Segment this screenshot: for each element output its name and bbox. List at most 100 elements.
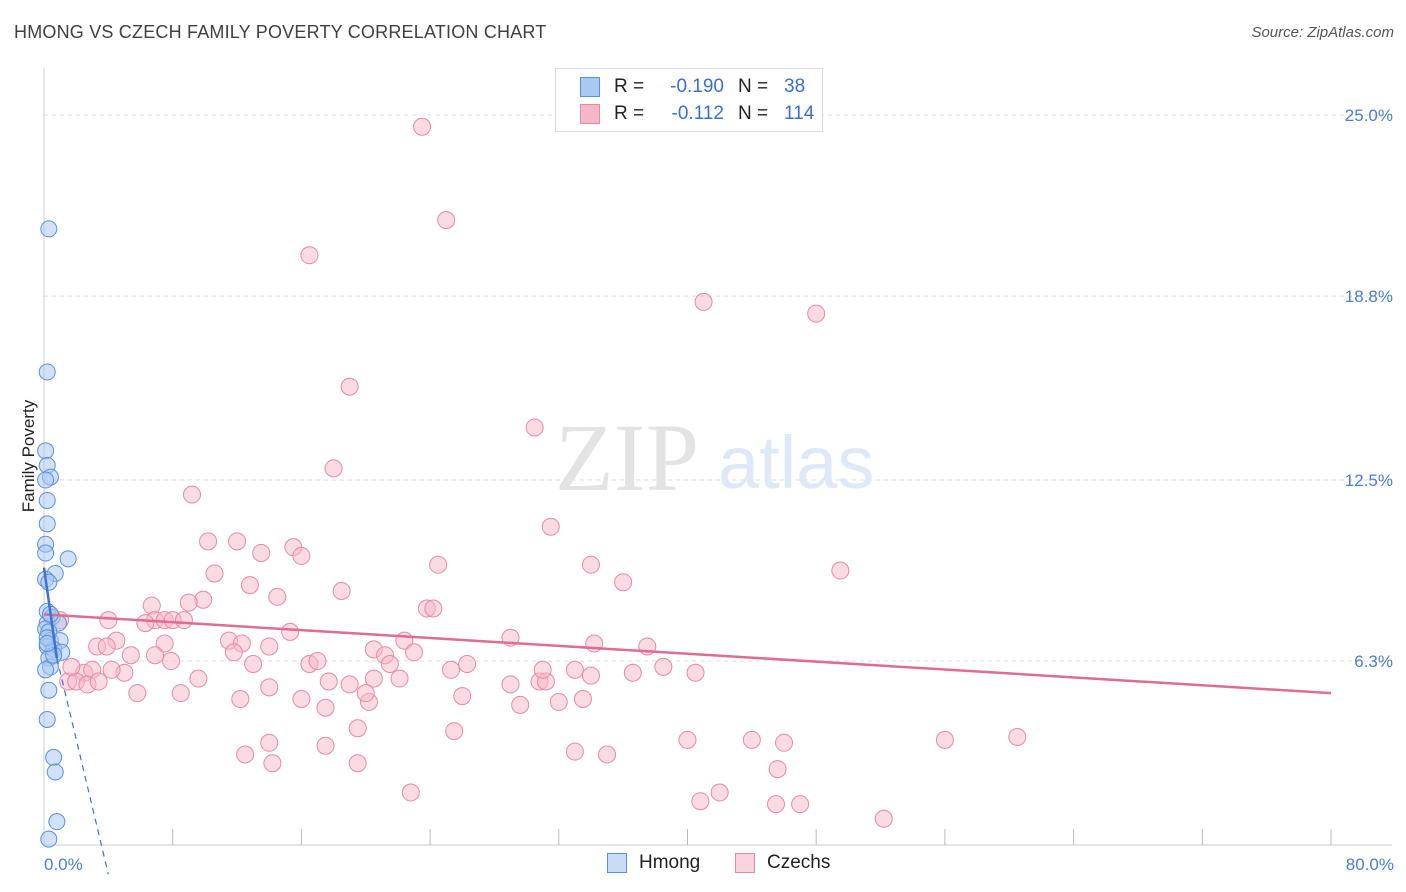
legend-r-label: R = xyxy=(614,76,645,97)
czech-point xyxy=(348,754,367,773)
czech-point xyxy=(614,573,633,592)
czech-point xyxy=(236,745,255,764)
czech-point xyxy=(263,754,282,773)
czech-point xyxy=(511,695,530,714)
y-tick-labels: 6.3% 12.5% 18.8% 25.0% xyxy=(1345,106,1393,671)
hmong-point xyxy=(38,363,56,381)
hmong-points xyxy=(37,220,77,848)
czech-point xyxy=(121,646,140,665)
czech-points xyxy=(51,117,1027,828)
czech-point xyxy=(252,544,271,563)
hmong-point xyxy=(38,710,56,728)
x-tick-label-max: 80.0% xyxy=(1346,855,1394,874)
czech-point xyxy=(99,611,118,630)
czech-point xyxy=(268,587,287,606)
czech-point xyxy=(194,590,213,609)
czech-point xyxy=(401,783,420,802)
watermark-atlas: atlas xyxy=(718,421,874,504)
hmong-point xyxy=(37,544,55,562)
hmong-point xyxy=(40,681,58,699)
czech-point xyxy=(162,652,181,671)
czech-point xyxy=(533,660,552,679)
legend-swatch-hmong xyxy=(580,77,600,97)
bottom-legend-czechs: Czechs xyxy=(735,852,830,874)
czech-point xyxy=(390,669,409,688)
hmong-point xyxy=(40,830,58,848)
czech-point xyxy=(231,690,250,709)
czech-point xyxy=(281,622,300,641)
legend-row-czechs: R = -0.112 N = 114 xyxy=(556,101,814,127)
czech-point xyxy=(324,459,343,478)
bottom-legend-swatch-hmong xyxy=(607,853,627,873)
czech-point xyxy=(766,795,785,814)
czech-point xyxy=(935,730,954,749)
czech-point xyxy=(308,652,327,671)
hmong-point xyxy=(40,220,58,238)
hmong-point xyxy=(38,515,56,533)
grid-lines xyxy=(44,114,1392,662)
czech-point xyxy=(348,719,367,738)
chart-title: HMONG VS CZECH FAMILY POVERTY CORRELATIO… xyxy=(14,22,547,42)
czech-point xyxy=(205,564,224,583)
czech-point xyxy=(183,485,202,504)
czech-point xyxy=(319,672,338,691)
czech-point xyxy=(332,581,351,600)
czech-point xyxy=(691,792,710,811)
czech-point xyxy=(424,599,443,618)
legend-n-label: N = xyxy=(738,103,769,124)
czech-point xyxy=(581,555,600,574)
czech-point xyxy=(742,730,761,749)
czech-point xyxy=(541,517,560,536)
czech-point xyxy=(573,690,592,709)
czech-point xyxy=(292,690,311,709)
czech-point xyxy=(768,760,787,779)
legend-n-label: N = xyxy=(738,76,769,97)
legend-swatch-czechs xyxy=(580,104,600,124)
legend-n-value: 38 xyxy=(784,76,806,97)
hmong-point xyxy=(37,661,55,679)
watermark: ZIP atlas xyxy=(555,404,874,511)
czech-point xyxy=(413,117,432,136)
y-tick-label: 25.0% xyxy=(1345,106,1393,125)
hmong-point xyxy=(59,550,77,568)
hmong-trendline xyxy=(42,567,59,659)
czech-point xyxy=(501,675,520,694)
czech-point xyxy=(292,546,311,565)
bottom-legend-hmong: Hmong xyxy=(607,852,700,874)
czech-point xyxy=(791,795,810,814)
czech-point xyxy=(364,669,383,688)
hmong-point xyxy=(37,442,55,460)
czech-point xyxy=(831,561,850,580)
czech-point xyxy=(171,684,190,703)
czech-trendline xyxy=(43,613,1332,695)
bottom-legend-label-czechs: Czechs xyxy=(767,852,831,873)
czech-point xyxy=(598,745,617,764)
watermark-zip: ZIP xyxy=(555,404,699,511)
czech-point xyxy=(458,654,477,673)
legend-r-label: R = xyxy=(614,103,645,124)
czech-point xyxy=(224,643,243,662)
czech-point xyxy=(453,687,472,706)
bottom-legend-swatch-czechs xyxy=(735,853,755,873)
bottom-legend-label-hmong: Hmong xyxy=(639,852,701,873)
czech-point xyxy=(102,660,121,679)
x-ticks xyxy=(172,829,1332,845)
czech-point xyxy=(874,809,893,828)
czech-point xyxy=(89,672,108,691)
y-axis-label: Family Poverty xyxy=(19,399,38,512)
czech-point xyxy=(146,646,165,665)
czech-point xyxy=(581,666,600,685)
hmong-point xyxy=(48,813,66,831)
hmong-point xyxy=(38,491,56,509)
hmong-point xyxy=(37,471,55,489)
czech-point xyxy=(189,669,208,688)
czech-point xyxy=(260,733,279,752)
czech-point xyxy=(340,675,359,694)
czech-point xyxy=(260,678,279,697)
czech-point xyxy=(97,637,116,656)
czech-point xyxy=(525,418,544,437)
czech-point xyxy=(549,692,568,711)
czech-point xyxy=(445,722,464,741)
czech-point xyxy=(62,657,81,676)
